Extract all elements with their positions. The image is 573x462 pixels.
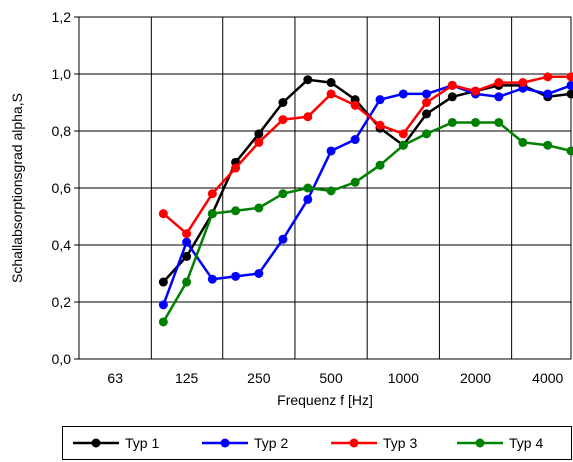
series-typ-1 xyxy=(158,75,573,287)
legend-swatch-typ-2 xyxy=(202,438,248,448)
data-point-typ-3 xyxy=(518,78,528,88)
y-tick-labels: 0,0 0,2 0,4 0,6 0,8 1,0 1,2 xyxy=(52,9,72,367)
data-point-typ-1 xyxy=(326,78,336,88)
data-point-typ-2 xyxy=(231,271,241,281)
y-tick-label: 1,2 xyxy=(52,9,72,25)
data-point-typ-3 xyxy=(207,189,217,199)
legend-swatch-typ-4 xyxy=(457,438,503,448)
plot-area xyxy=(78,16,572,360)
data-point-typ-2 xyxy=(326,146,336,156)
data-point-typ-4 xyxy=(182,277,192,287)
data-point-typ-3 xyxy=(182,229,192,239)
x-axis-label: Frequenz f [Hz] xyxy=(277,392,373,408)
data-point-typ-3 xyxy=(422,98,432,107)
data-point-typ-3 xyxy=(398,129,408,139)
data-point-typ-3 xyxy=(447,80,457,90)
data-point-typ-1 xyxy=(566,89,573,99)
data-point-typ-4 xyxy=(398,140,408,150)
y-axis-label: Schallabsorptionsgrad alpha,S xyxy=(9,93,25,283)
data-point-typ-4 xyxy=(158,317,168,327)
legend-label: Typ 2 xyxy=(254,435,289,451)
data-point-typ-2 xyxy=(158,300,168,310)
data-point-typ-4 xyxy=(326,186,336,196)
data-point-typ-4 xyxy=(543,140,553,150)
y-tick-label: 0,0 xyxy=(52,351,72,367)
data-point-typ-4 xyxy=(518,137,528,147)
data-point-typ-3 xyxy=(158,209,168,219)
data-point-typ-2 xyxy=(303,194,313,204)
legend-item-typ-2: Typ 2 xyxy=(200,427,288,459)
y-tick-label: 0,6 xyxy=(52,180,72,196)
data-point-typ-1 xyxy=(422,109,432,119)
data-point-typ-2 xyxy=(182,237,192,247)
x-tick-label: 250 xyxy=(247,370,271,386)
x-tick-label: 500 xyxy=(319,370,343,386)
data-point-typ-3 xyxy=(566,72,573,82)
legend-item-typ-3: Typ 3 xyxy=(329,427,417,459)
legend-label: Typ 3 xyxy=(383,435,418,451)
data-point-typ-3 xyxy=(471,86,481,96)
legend-label: Typ 4 xyxy=(509,435,544,451)
y-tick-label: 0,4 xyxy=(52,237,72,253)
data-point-typ-3 xyxy=(254,137,264,147)
data-point-typ-3 xyxy=(350,100,360,110)
data-point-typ-1 xyxy=(254,129,264,139)
y-tick-label: 0,8 xyxy=(52,123,72,139)
x-tick-label: 1000 xyxy=(388,370,419,386)
data-point-typ-2 xyxy=(398,89,408,99)
data-point-typ-2 xyxy=(566,80,573,90)
series-typ-3 xyxy=(158,72,573,239)
data-point-typ-4 xyxy=(494,117,504,127)
data-point-typ-3 xyxy=(303,112,313,122)
grid xyxy=(74,16,571,360)
x-tick-label: 2000 xyxy=(460,370,491,386)
data-point-typ-1 xyxy=(278,98,288,107)
x-tick-label: 125 xyxy=(175,370,199,386)
data-point-typ-4 xyxy=(471,117,481,127)
data-point-typ-4 xyxy=(447,117,457,127)
x-tick-label: 4000 xyxy=(532,370,563,386)
data-point-typ-3 xyxy=(278,115,288,125)
data-point-typ-1 xyxy=(182,251,192,261)
data-point-typ-2 xyxy=(278,234,288,244)
absorption-chart: 0,0 0,2 0,4 0,6 0,8 1,0 1,2 63 125 250 500 1000 200… xyxy=(9,9,573,408)
data-point-typ-4 xyxy=(231,206,241,216)
data-point-typ-4 xyxy=(350,177,360,187)
data-point-typ-4 xyxy=(254,203,264,213)
data-point-typ-2 xyxy=(543,89,553,99)
data-point-typ-2 xyxy=(207,274,217,284)
y-tick-label: 1,0 xyxy=(52,66,72,82)
legend-label: Typ 1 xyxy=(125,435,160,451)
data-point-typ-4 xyxy=(375,160,385,170)
data-point-typ-3 xyxy=(375,120,385,130)
data-point-typ-4 xyxy=(303,183,313,193)
data-point-typ-4 xyxy=(566,146,573,156)
series-layer xyxy=(158,72,573,327)
series-typ-4 xyxy=(158,117,573,327)
x-tick-labels: 63 125 250 500 1000 2000 4000 xyxy=(107,370,563,386)
data-point-typ-2 xyxy=(254,269,264,278)
data-point-typ-1 xyxy=(303,75,313,85)
x-tick-label: 63 xyxy=(107,370,123,386)
legend-swatch-typ-1 xyxy=(73,438,119,448)
data-point-typ-1 xyxy=(447,92,457,102)
data-point-typ-4 xyxy=(278,189,288,199)
legend-swatch-typ-3 xyxy=(331,438,377,448)
y-tick-label: 0,2 xyxy=(52,294,72,310)
legend: Typ 1 Typ 2 Typ 3 Typ 4 xyxy=(62,426,572,460)
data-point-typ-4 xyxy=(422,129,432,139)
data-point-typ-4 xyxy=(207,209,217,219)
data-point-typ-2 xyxy=(350,135,360,145)
data-point-typ-3 xyxy=(494,78,504,88)
data-point-typ-2 xyxy=(422,89,432,99)
data-point-typ-3 xyxy=(543,72,553,82)
data-point-typ-3 xyxy=(326,89,336,99)
data-point-typ-2 xyxy=(494,92,504,102)
data-point-typ-2 xyxy=(375,95,385,105)
data-point-typ-3 xyxy=(231,163,241,173)
legend-item-typ-4: Typ 4 xyxy=(455,427,543,459)
legend-item-typ-1: Typ 1 xyxy=(71,427,159,459)
data-point-typ-1 xyxy=(158,277,168,287)
